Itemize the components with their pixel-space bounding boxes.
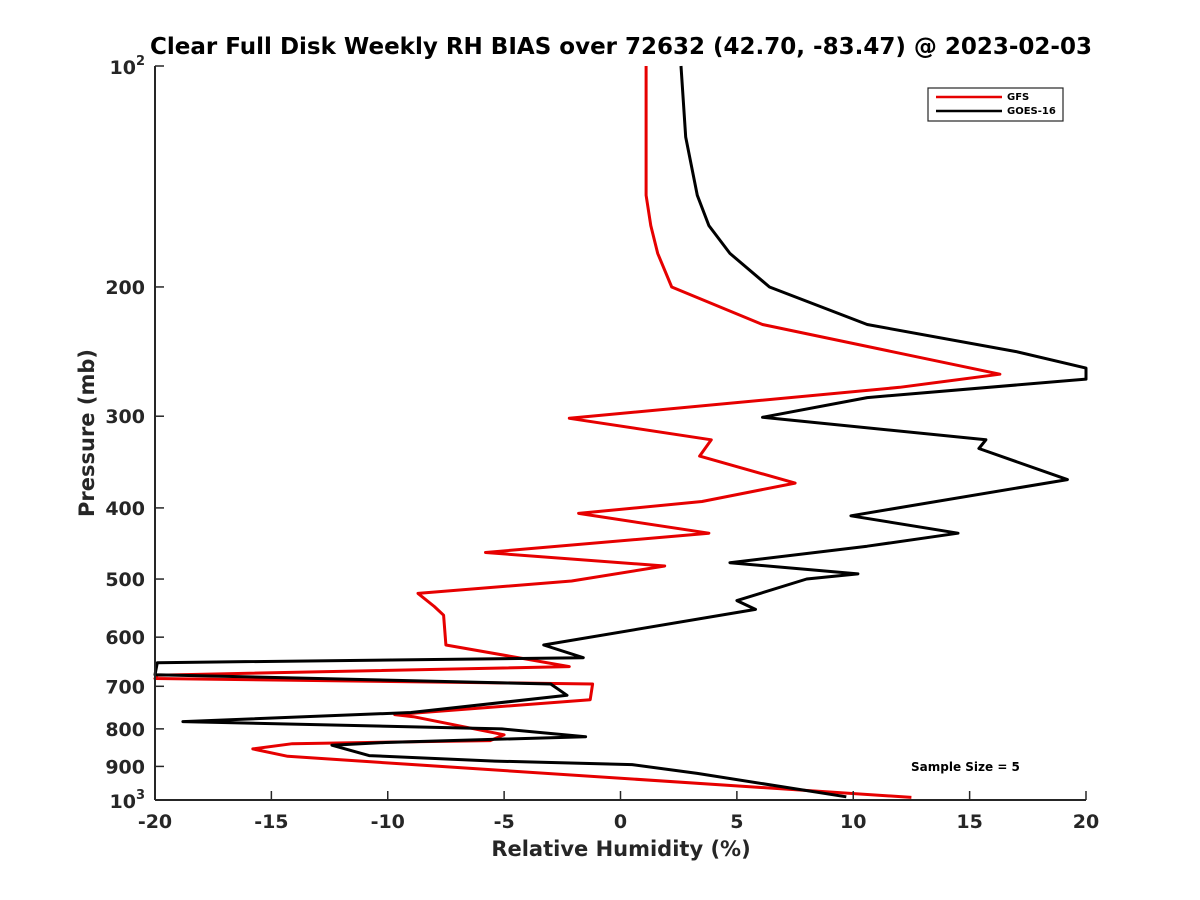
y-limit-exponent: 2 — [136, 54, 145, 69]
series-layer — [153, 65, 1088, 799]
plot-area — [153, 65, 1088, 801]
y-tick-label: 300 — [105, 406, 145, 428]
y-axis: 200 300 400 500 600 700 800 900 102 103 — [105, 54, 164, 813]
y-axis-label: Pressure (mb) — [75, 349, 99, 517]
x-tick-label: 5 — [730, 811, 743, 833]
y-tick-label: 700 — [105, 676, 145, 698]
x-tick-label: 0 — [614, 811, 627, 833]
y-limit-exponent: 3 — [136, 788, 145, 803]
axes-lines — [154, 66, 1086, 801]
legend-label-gfs: GFS — [1007, 92, 1029, 103]
legend-label-goes16: GOES-16 — [1007, 106, 1056, 117]
x-tick-label: 15 — [956, 811, 982, 833]
series-line-goes16 — [153, 65, 1088, 799]
series-line-gfs — [153, 66, 1002, 799]
legend-box — [927, 87, 1064, 122]
y-tick-label: 600 — [105, 627, 145, 649]
y-tick-label: 500 — [105, 569, 145, 591]
y-tick-label: 400 — [105, 498, 145, 520]
x-axis-label: Relative Humidity (%) — [491, 837, 750, 861]
y-limit-label: 102 — [110, 54, 146, 79]
x-tick-label: -15 — [254, 811, 288, 833]
sample-size-annotation: Sample Size = 5 — [911, 760, 1020, 774]
y-limit-label: 103 — [110, 788, 146, 813]
x-axis: -20 -15 -10 -5 0 5 10 15 20 — [138, 791, 1099, 833]
legend: GFS GOES-16 — [927, 87, 1064, 122]
y-tick-label: 800 — [105, 719, 145, 741]
x-tick-label: 20 — [1073, 811, 1099, 833]
y-tick-label: 200 — [105, 277, 145, 299]
x-tick-label: -10 — [371, 811, 405, 833]
x-tick-label: -20 — [138, 811, 172, 833]
y-tick-label: 900 — [105, 756, 145, 778]
chart-title: Clear Full Disk Weekly RH BIAS over 7263… — [150, 34, 1092, 60]
x-tick-label: -5 — [494, 811, 515, 833]
x-tick-label: 10 — [840, 811, 866, 833]
